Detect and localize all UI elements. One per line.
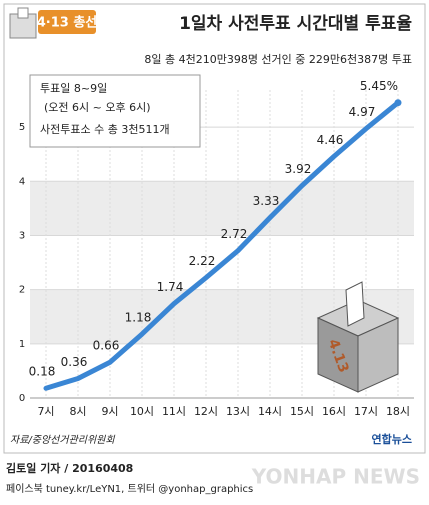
grid-band <box>30 181 414 236</box>
line <box>43 100 401 391</box>
value-label: 3.33 <box>253 194 280 208</box>
x-tick-label: 17시 <box>354 405 378 418</box>
value-label: 4.46 <box>317 133 344 147</box>
value-label: 0.66 <box>93 339 120 353</box>
value-label: 5.45% <box>360 79 398 93</box>
y-tick-label: 2 <box>19 285 25 296</box>
note-box <box>29 74 201 148</box>
x-tick-label: 12시 <box>194 405 218 418</box>
end-dot <box>394 99 402 107</box>
value-label: 0.36 <box>61 355 88 369</box>
value-label: 2.72 <box>221 227 248 241</box>
y-tick-label: 1 <box>19 339 25 350</box>
note: (오전 6시 ~ 오후 6시) <box>44 101 151 114</box>
x-tick-label: 7시 <box>37 405 54 418</box>
chart-title: 1일차 사전투표 시간대별 투표율 <box>179 14 412 34</box>
value-label: 1.18 <box>125 311 152 325</box>
note: 사전투표소 수 총 3천511개 <box>40 122 170 136</box>
x-tick-label: 10시 <box>130 405 154 418</box>
y-tick-label: 3 <box>19 230 25 241</box>
note: 투표일 8~9일 <box>40 81 107 95</box>
x-tick-label: 13시 <box>226 405 250 418</box>
ballot-box <box>316 281 400 393</box>
subtitle: 8일 총 4천210만398명 선거인 중 229만6천387명 투표 <box>144 52 412 66</box>
badge-text: 4·13 총선 <box>37 15 98 31</box>
y-tick-label: 4 <box>19 176 25 187</box>
x-tick-label: 18시 <box>386 405 410 418</box>
x-tick-label: 11시 <box>162 405 186 418</box>
x-tick-label: 16시 <box>322 405 346 418</box>
value-label: 3.92 <box>285 162 312 176</box>
watermark: YONHAP NEWS <box>251 465 420 489</box>
value-label: 1.74 <box>157 280 184 294</box>
logo: 연합뉴스 <box>372 432 412 446</box>
value-label: 2.22 <box>189 254 216 268</box>
x-tick-label: 8시 <box>69 405 86 418</box>
x-tick-label: 14시 <box>258 405 282 418</box>
value-label: 0.18 <box>29 365 56 379</box>
x-tick-label: 9시 <box>101 405 118 418</box>
value-label: 4.97 <box>349 105 376 119</box>
source: 자료/중앙선거관리위원회 <box>10 434 115 446</box>
y-tick-label: 0 <box>19 393 25 404</box>
badge <box>38 10 96 34</box>
y-tick-label: 5 <box>19 122 25 133</box>
x-tick-label: 15시 <box>290 405 314 418</box>
badge-icon <box>9 7 37 39</box>
social: 페이스북 tuney.kr/LeYN1, 트위터 @yonhap_graphic… <box>6 482 253 495</box>
credit: 김토일 기자 / 20160408 <box>6 461 133 475</box>
